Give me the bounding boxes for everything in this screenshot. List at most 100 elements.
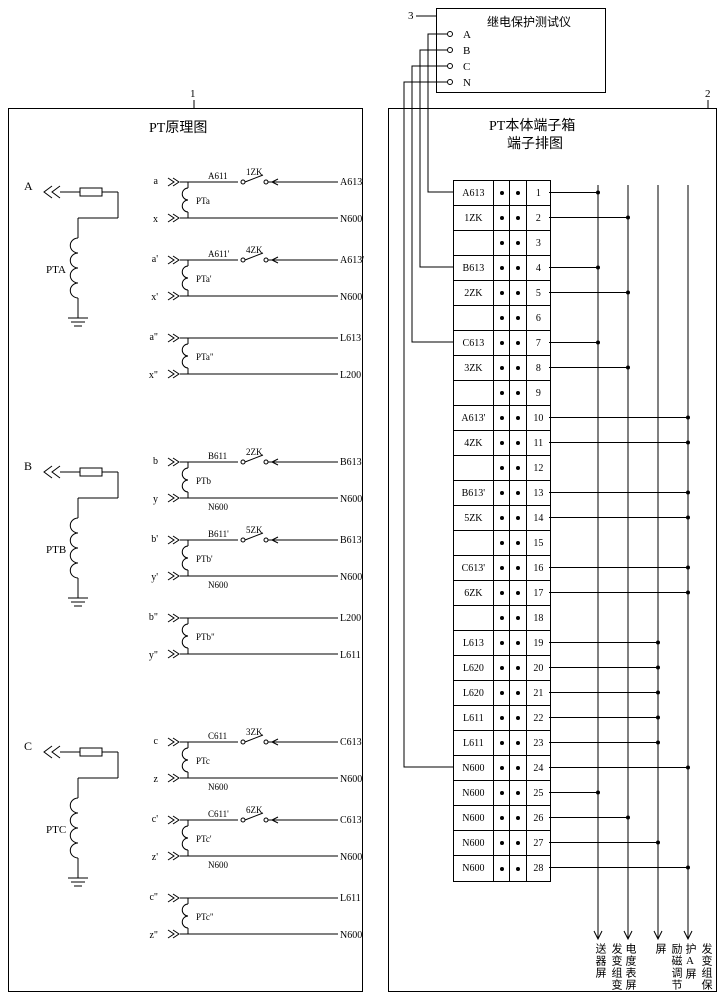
terminal-number: 25 — [527, 781, 550, 805]
terminal-number: 13 — [527, 481, 550, 505]
terminal-number: 16 — [527, 556, 550, 580]
terminal-dot — [494, 506, 511, 530]
terminal-number: 15 — [527, 531, 550, 555]
terminal-dot — [510, 581, 527, 605]
terminal-label: L620 — [454, 656, 494, 680]
terminal-label: L613 — [454, 631, 494, 655]
terminal-dot — [510, 506, 527, 530]
terminal-dot — [510, 281, 527, 305]
terminal-dot — [510, 831, 527, 855]
left-title: PT原理图 — [149, 117, 207, 137]
terminal-row: C613 7 — [454, 331, 550, 356]
terminal-dot — [494, 431, 511, 455]
terminal-row: 5ZK14 — [454, 506, 550, 531]
terminal-dot — [510, 256, 527, 280]
svg-text:A: A — [463, 29, 471, 41]
terminal-dot — [494, 231, 511, 255]
svg-text:C: C — [463, 61, 470, 73]
terminal-number: 26 — [527, 806, 550, 830]
terminal-number: 24 — [527, 756, 550, 780]
terminal-dot — [510, 456, 527, 480]
right-panel: PT本体端子箱 端子排图 — [388, 108, 717, 992]
terminal-dot — [510, 781, 527, 805]
terminal-dot — [494, 606, 511, 630]
terminal-row: 6 — [454, 306, 550, 331]
dest-label: 发变组保护A屏 — [682, 943, 714, 992]
terminal-row: 6ZK 17 — [454, 581, 550, 606]
terminal-number: 23 — [527, 731, 550, 755]
terminal-dot — [494, 681, 511, 705]
terminal-number: 8 — [527, 356, 550, 380]
terminal-dot — [494, 256, 511, 280]
terminal-dot — [510, 206, 527, 230]
terminal-number: 7 — [527, 331, 550, 355]
terminal-dot — [510, 181, 527, 205]
terminal-row: N60025 — [454, 781, 550, 806]
terminal-label: 4ZK — [454, 431, 494, 455]
terminal-row: A6131 — [454, 181, 550, 206]
terminal-dot — [494, 406, 511, 430]
terminal-block: A61311ZK23B61342ZK56C61373ZK89A613'104ZK… — [453, 180, 551, 882]
terminal-label: 5ZK — [454, 506, 494, 530]
terminal-dot — [494, 731, 511, 755]
terminal-dot — [510, 306, 527, 330]
terminal-row: 9 — [454, 381, 550, 406]
terminal-row: 18 — [454, 606, 550, 631]
terminal-label: L620 — [454, 681, 494, 705]
dest-label: 发变组变送器屏 — [592, 943, 624, 992]
terminal-number: 21 — [527, 681, 550, 705]
terminal-label: B613 — [454, 256, 494, 280]
terminal-dot — [510, 631, 527, 655]
terminal-label: C613' — [454, 556, 494, 580]
svg-text:N: N — [463, 77, 471, 89]
terminal-row: L61123 — [454, 731, 550, 756]
terminal-dot — [510, 756, 527, 780]
terminal-label: 6ZK — [454, 581, 494, 605]
terminal-dot — [510, 231, 527, 255]
terminal-label: N600 — [454, 756, 494, 780]
terminal-dot — [494, 756, 511, 780]
terminal-dot — [510, 556, 527, 580]
terminal-label: B613' — [454, 481, 494, 505]
terminal-dot — [494, 581, 511, 605]
terminal-dot — [510, 731, 527, 755]
terminal-row: 3ZK8 — [454, 356, 550, 381]
terminal-label — [454, 231, 494, 255]
terminal-number: 1 — [527, 181, 550, 205]
callout-1: 1 — [190, 88, 196, 100]
terminal-dot — [494, 456, 511, 480]
terminal-dot — [510, 806, 527, 830]
terminal-row: L61122 — [454, 706, 550, 731]
terminal-row: L61319 — [454, 631, 550, 656]
terminal-row: A613'10 — [454, 406, 550, 431]
terminal-dot — [510, 531, 527, 555]
terminal-dot — [494, 531, 511, 555]
terminal-number: 20 — [527, 656, 550, 680]
terminal-dot — [494, 631, 511, 655]
terminal-dot — [510, 381, 527, 405]
callout-2: 2 — [705, 88, 711, 100]
terminal-label — [454, 531, 494, 555]
terminal-number: 17 — [527, 581, 550, 605]
terminal-number: 2 — [527, 206, 550, 230]
terminal-dot — [494, 706, 511, 730]
terminal-number: 5 — [527, 281, 550, 305]
terminal-dot — [494, 656, 511, 680]
terminal-dot — [494, 856, 511, 881]
terminal-dot — [510, 656, 527, 680]
terminal-dot — [494, 481, 511, 505]
terminal-label: C613 — [454, 331, 494, 355]
svg-text:B: B — [463, 45, 470, 57]
terminal-row: N600 24 — [454, 756, 550, 781]
terminal-dot — [494, 806, 511, 830]
terminal-number: 18 — [527, 606, 550, 630]
terminal-dot — [510, 606, 527, 630]
terminal-row: B6134 — [454, 256, 550, 281]
terminal-dot — [494, 306, 511, 330]
terminal-label: N600 — [454, 831, 494, 855]
left-panel: PT原理图 — [8, 108, 363, 992]
terminal-label: 1ZK — [454, 206, 494, 230]
terminal-number: 6 — [527, 306, 550, 330]
terminal-dot — [494, 781, 511, 805]
terminal-dot — [510, 481, 527, 505]
